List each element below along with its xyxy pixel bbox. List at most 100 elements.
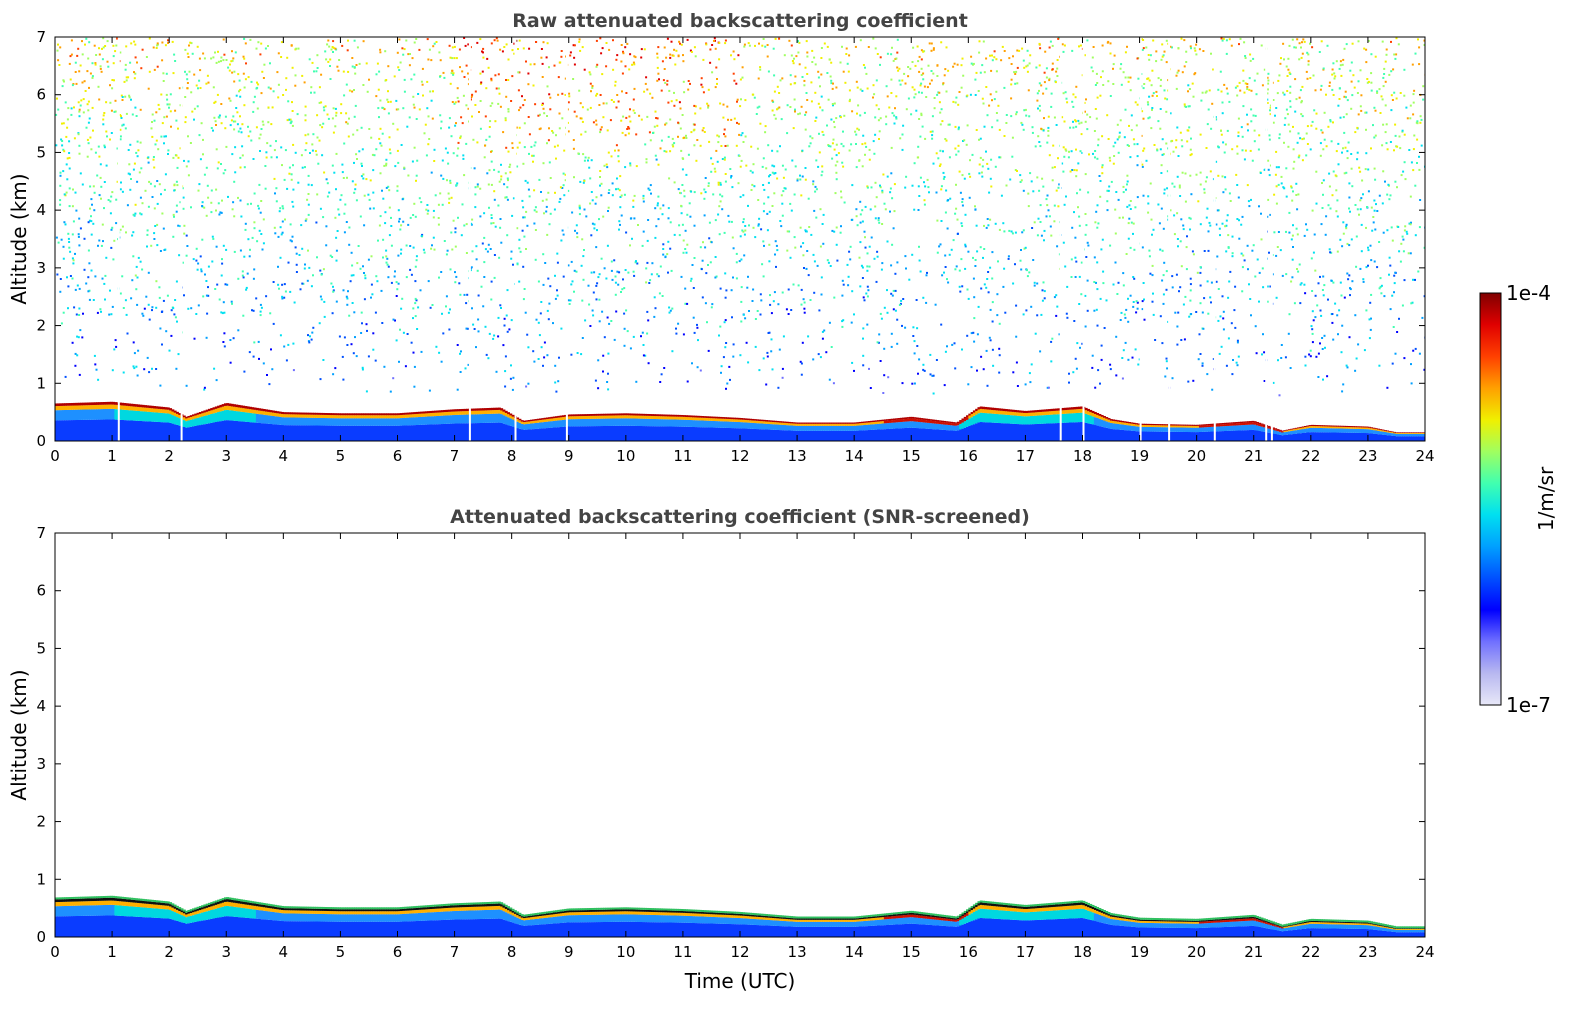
noise-pixel bbox=[1075, 85, 1078, 88]
noise-pixel bbox=[103, 282, 106, 285]
noise-pixel bbox=[1147, 117, 1150, 120]
noise-pixel bbox=[920, 114, 923, 117]
noise-pixel bbox=[579, 102, 582, 105]
noise-pixel bbox=[955, 207, 958, 210]
noise-pixel bbox=[136, 276, 139, 279]
noise-pixel bbox=[717, 213, 720, 216]
noise-pixel bbox=[467, 107, 470, 110]
noise-pixel bbox=[1078, 303, 1081, 305]
noise-pixel bbox=[63, 80, 65, 83]
noise-pixel bbox=[1338, 67, 1341, 70]
noise-pixel bbox=[1254, 275, 1257, 278]
noise-pixel bbox=[714, 276, 717, 279]
noise-pixel bbox=[81, 81, 84, 84]
noise-pixel bbox=[435, 345, 438, 348]
noise-pixel bbox=[1340, 294, 1343, 297]
noise-pixel bbox=[65, 163, 68, 166]
noise-pixel bbox=[1097, 144, 1100, 147]
noise-pixel bbox=[667, 240, 670, 243]
noise-pixel bbox=[102, 123, 105, 126]
noise-pixel bbox=[1038, 189, 1041, 192]
noise-pixel bbox=[124, 63, 127, 66]
noise-pixel bbox=[740, 300, 743, 303]
noise-pixel bbox=[867, 46, 870, 48]
noise-pixel bbox=[313, 70, 315, 73]
noise-pixel bbox=[743, 45, 746, 48]
noise-pixel bbox=[1385, 123, 1388, 126]
noise-pixel bbox=[285, 77, 288, 80]
noise-pixel bbox=[1397, 226, 1400, 228]
noise-pixel bbox=[1152, 292, 1154, 295]
noise-pixel bbox=[1409, 195, 1412, 198]
noise-pixel bbox=[1068, 150, 1070, 153]
noise-pixel bbox=[800, 373, 803, 376]
noise-pixel bbox=[1339, 238, 1342, 241]
noise-pixel bbox=[1394, 57, 1397, 60]
noise-pixel bbox=[218, 298, 221, 301]
noise-pixel bbox=[739, 165, 742, 168]
noise-pixel bbox=[1246, 85, 1249, 88]
noise-pixel bbox=[342, 289, 345, 292]
noise-pixel bbox=[430, 59, 433, 62]
noise-pixel bbox=[1136, 143, 1139, 146]
noise-pixel bbox=[932, 47, 935, 50]
noise-pixel bbox=[1062, 146, 1065, 149]
noise-pixel bbox=[863, 111, 866, 114]
noise-pixel bbox=[1048, 154, 1051, 157]
noise-pixel bbox=[238, 90, 240, 93]
noise-pixel bbox=[1148, 58, 1151, 61]
noise-pixel bbox=[454, 227, 457, 230]
noise-pixel bbox=[899, 83, 902, 86]
noise-pixel bbox=[1260, 212, 1262, 215]
noise-pixel bbox=[657, 46, 660, 49]
noise-pixel bbox=[592, 314, 595, 317]
noise-pixel bbox=[1296, 38, 1299, 41]
noise-pixel bbox=[173, 189, 176, 192]
noise-pixel bbox=[1246, 113, 1248, 116]
noise-pixel bbox=[1056, 67, 1059, 70]
noise-pixel bbox=[1142, 47, 1145, 50]
noise-pixel bbox=[529, 63, 532, 66]
noise-pixel bbox=[395, 108, 398, 111]
noise-pixel bbox=[777, 386, 780, 389]
noise-pixel bbox=[1165, 142, 1168, 145]
noise-pixel bbox=[548, 223, 551, 226]
noise-pixel bbox=[304, 105, 307, 108]
noise-pixel bbox=[730, 54, 732, 57]
noise-pixel bbox=[1233, 309, 1236, 312]
noise-pixel bbox=[1350, 153, 1353, 155]
noise-pixel bbox=[1392, 326, 1395, 328]
noise-pixel bbox=[100, 244, 103, 247]
noise-pixel bbox=[318, 86, 321, 89]
noise-pixel bbox=[160, 193, 162, 196]
noise-pixel bbox=[1136, 301, 1139, 304]
noise-pixel bbox=[987, 167, 990, 170]
noise-pixel bbox=[315, 153, 318, 156]
noise-pixel bbox=[148, 180, 151, 183]
noise-pixel bbox=[185, 165, 188, 168]
noise-pixel bbox=[572, 78, 575, 80]
noise-pixel bbox=[1227, 337, 1230, 340]
noise-pixel bbox=[348, 89, 351, 92]
noise-pixel bbox=[493, 334, 496, 337]
noise-pixel bbox=[710, 306, 713, 309]
noise-pixel bbox=[817, 165, 820, 168]
noise-pixel bbox=[470, 95, 473, 98]
noise-pixel bbox=[242, 72, 245, 75]
noise-pixel bbox=[471, 115, 473, 118]
noise-pixel bbox=[141, 48, 144, 51]
noise-pixel bbox=[371, 153, 374, 156]
noise-pixel bbox=[280, 41, 283, 44]
noise-pixel bbox=[1354, 369, 1357, 372]
noise-pixel bbox=[885, 123, 888, 126]
noise-pixel bbox=[1266, 92, 1269, 95]
noise-pixel bbox=[1367, 246, 1369, 249]
noise-pixel bbox=[723, 321, 726, 324]
noise-pixel bbox=[690, 190, 693, 193]
noise-pixel bbox=[822, 133, 825, 136]
noise-pixel bbox=[1037, 135, 1040, 138]
noise-pixel bbox=[413, 41, 416, 44]
noise-pixel bbox=[398, 220, 400, 223]
noise-pixel bbox=[447, 192, 450, 195]
noise-pixel bbox=[601, 310, 604, 313]
